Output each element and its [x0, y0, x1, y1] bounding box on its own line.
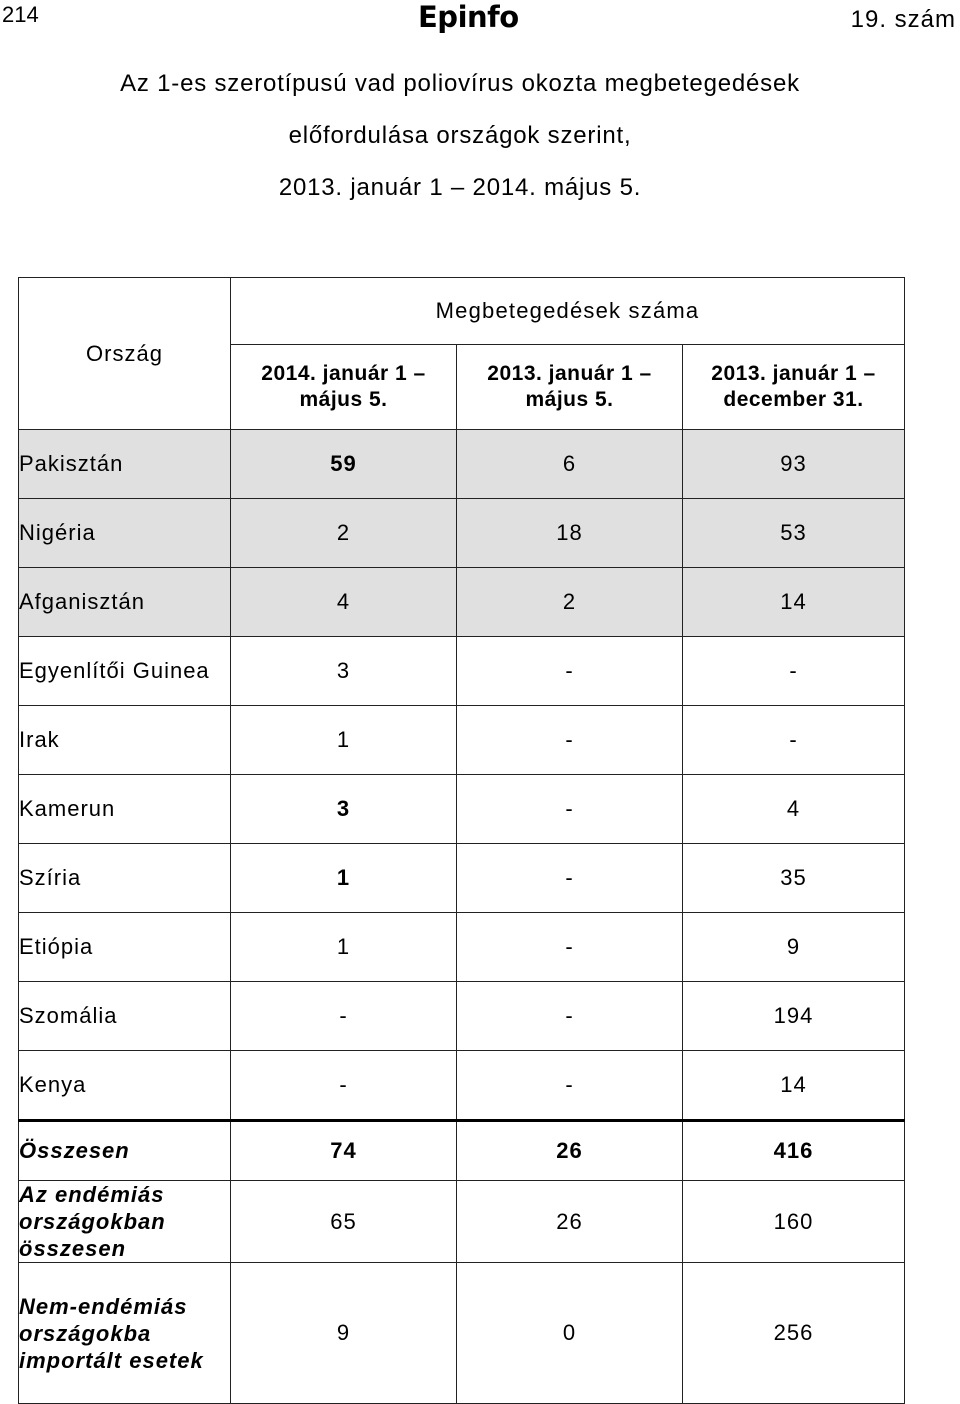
table-cell: 1 — [230, 705, 457, 775]
table-row: Szíria 1-35 — [18, 843, 905, 913]
country-name: Szomália — [18, 981, 231, 1051]
title-line-3: 2013. január 1 – 2014. május 5. — [278, 174, 642, 201]
period-header-line: 2013. január 1 – — [487, 362, 652, 385]
period-header-line: 2014. január 1 – — [261, 362, 426, 385]
endemic-total-label: Az endémiás országokban összesen — [18, 1180, 231, 1263]
endemic-total-row: Az endémiás országokban összesen 65 26 1… — [18, 1180, 905, 1263]
table-cell: 160 — [682, 1180, 905, 1263]
table-row: Kenya - -14 — [18, 1050, 905, 1121]
page-number: 214 — [2, 2, 39, 27]
period-header-line: május 5. — [525, 388, 614, 411]
table-cell: - — [456, 1050, 683, 1121]
total-row: Összesen 74 26 416 — [18, 1119, 905, 1181]
title-line-1: Az 1-es szerotípusú vad poliovírus okozt… — [120, 70, 800, 97]
table-cell: - — [230, 981, 457, 1051]
table-cell: 26 — [456, 1180, 683, 1263]
table-cell: 18 — [456, 498, 683, 568]
table-cell: 6 — [456, 429, 683, 499]
table-cell: 256 — [682, 1262, 905, 1404]
country-name: Irak — [18, 705, 231, 775]
country-name: Etiópia — [18, 912, 231, 982]
table-title: Az 1-es szerotípusú vad poliovírus okozt… — [0, 58, 920, 214]
table-cell: 3 — [230, 774, 457, 844]
polio-cases-table: Ország Megbetegedések száma 2014. január… — [18, 277, 905, 1404]
imported-cases-row: Nem-endémiás országokba importált esetek… — [18, 1262, 905, 1404]
country-name: Egyenlítői Guinea — [18, 636, 231, 706]
table-cell: 194 — [682, 981, 905, 1051]
table-cell: 14 — [682, 567, 905, 637]
issue-number: 19. szám — [850, 6, 956, 33]
table-cell: 0 — [456, 1262, 683, 1404]
table-cell: - — [456, 981, 683, 1051]
table-cell: - — [682, 636, 905, 706]
table-cell: 9 — [230, 1262, 457, 1404]
table-cell: 416 — [682, 1119, 905, 1181]
period-header-line: május 5. — [299, 388, 388, 411]
period-header: 2013. január 1 – május 5. — [456, 344, 683, 430]
table-cell: - — [456, 636, 683, 706]
country-name: Kenya — [18, 1050, 231, 1121]
table-cell: 35 — [682, 843, 905, 913]
table-cell: 59 — [230, 429, 457, 499]
title-line-2: előfordulása országok szerint, — [288, 122, 632, 149]
table-cell: 26 — [456, 1119, 683, 1181]
table-row: Irak 1- - — [18, 705, 905, 775]
table-cell: - — [682, 705, 905, 775]
table-cell: 65 — [230, 1180, 457, 1263]
imported-cases-label: Nem-endémiás országokba importált esetek — [18, 1262, 231, 1404]
table-cell: 93 — [682, 429, 905, 499]
table-row: Etiópia 1-9 — [18, 912, 905, 982]
country-name: Szíria — [18, 843, 231, 913]
table-cell: 2 — [456, 567, 683, 637]
country-name: Nigéria — [18, 498, 231, 568]
table-cell: 14 — [682, 1050, 905, 1121]
table-row: Pakisztán 59 6 93 — [18, 429, 905, 499]
table-cell: 53 — [682, 498, 905, 568]
country-name: Afganisztán — [18, 567, 231, 637]
table-row: Szomália - -194 — [18, 981, 905, 1051]
table-cell: 9 — [682, 912, 905, 982]
cases-group-header: Megbetegedések száma — [230, 277, 905, 345]
table-cell: 2 — [230, 498, 457, 568]
country-rows: Pakisztán 59 6 93 Nigéria 2 18 53 Afganisztán 4 2 1… — [18, 429, 905, 1121]
table-cell: - — [230, 1050, 457, 1121]
period-header-line: december 31. — [723, 388, 864, 411]
table-row: Kamerun 3-4 — [18, 774, 905, 844]
total-label: Összesen — [18, 1119, 231, 1181]
country-name: Kamerun — [18, 774, 231, 844]
table-cell: 3 — [230, 636, 457, 706]
period-header: 2013. január 1 – december 31. — [682, 344, 905, 430]
table-cell: - — [456, 843, 683, 913]
table-cell: - — [456, 705, 683, 775]
table-cell: 74 — [230, 1119, 457, 1181]
table-cell: - — [456, 774, 683, 844]
table-row: Egyenlítői Guinea 3- - — [18, 636, 905, 706]
table-cell: 1 — [230, 843, 457, 913]
table-row: Afganisztán 4 2 14 — [18, 567, 905, 637]
country-name: Pakisztán — [18, 429, 231, 499]
journal-logo: Epinfo — [418, 0, 519, 34]
country-column-header: Ország — [18, 277, 231, 430]
table-row: Nigéria 2 18 53 — [18, 498, 905, 568]
table-cell: 4 — [682, 774, 905, 844]
period-header-line: 2013. január 1 – — [711, 362, 876, 385]
period-header: 2014. január 1 – május 5. — [230, 344, 457, 430]
table-cell: 1 — [230, 912, 457, 982]
table-cell: - — [456, 912, 683, 982]
table-cell: 4 — [230, 567, 457, 637]
